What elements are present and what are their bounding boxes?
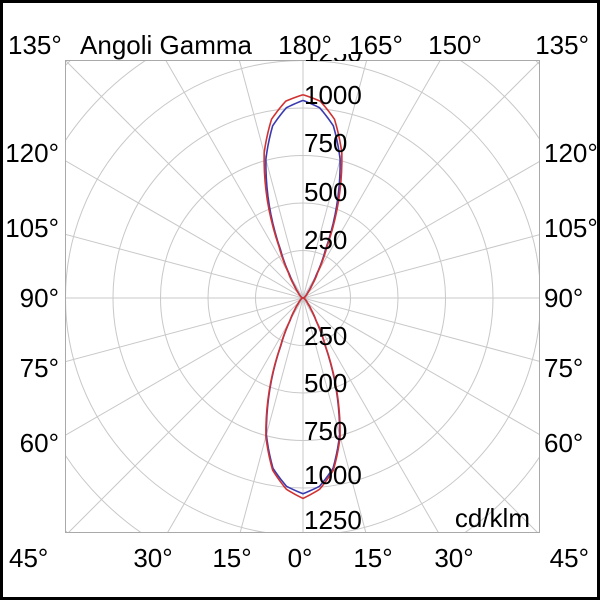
gamma-label-bottom-left-15: 15° [212, 543, 252, 573]
gamma-label-bottom-right-45: 45° [549, 543, 589, 573]
chart-title: Angoli Gamma [80, 30, 252, 60]
radial-label-up-500: 500 [304, 177, 348, 207]
gamma-label-right-90: 90° [544, 283, 584, 313]
gamma-label-right-105: 105° [544, 213, 598, 243]
polar-grid [65, 60, 540, 533]
radial-label-down-250: 250 [304, 321, 348, 351]
gamma-label-right-60: 60° [544, 428, 584, 458]
gamma-label-bottom-right-30: 30° [434, 543, 474, 573]
radial-label-down-1000: 1000 [304, 460, 362, 490]
gamma-label-left-105: 105° [5, 213, 59, 243]
gamma-label-right-75: 75° [544, 353, 584, 383]
radial-label-down-1250: 1250 [304, 505, 362, 535]
gamma-label-right-120: 120° [544, 138, 598, 168]
gamma-label-left-60: 60° [19, 428, 59, 458]
radial-label-up-1000: 1000 [304, 80, 362, 110]
unit-label: cd/klm [454, 503, 530, 533]
gamma-label-top-150: 150° [428, 30, 482, 60]
red-curve [263, 93, 343, 500]
plot-border [65, 60, 540, 533]
gamma-label-180: 180° [278, 30, 332, 60]
radial-label-up-1250-clipped: 1250 [304, 54, 374, 61]
polar-chart [65, 60, 540, 533]
intensity-curves [263, 93, 343, 500]
radial-label-down-750: 750 [304, 416, 348, 446]
gamma-label-bottom-0: 0° [287, 543, 313, 573]
gamma-label-top-right-135: 135° [535, 30, 589, 60]
gamma-label-left-120: 120° [5, 138, 59, 168]
gamma-label-top-165: 165° [349, 30, 403, 60]
gamma-label-bottom-left-45: 45° [9, 543, 49, 573]
radial-label-up-750: 750 [304, 128, 348, 158]
radial-label-up-250: 250 [304, 225, 348, 255]
radial-label-down-500: 500 [304, 368, 348, 398]
gamma-label-bottom-left-30: 30° [133, 543, 173, 573]
gamma-label-left-90: 90° [19, 283, 59, 313]
gamma-label-top-left-135: 135° [8, 30, 62, 60]
gamma-label-left-75: 75° [19, 353, 59, 383]
gamma-label-bottom-right-15: 15° [353, 543, 393, 573]
